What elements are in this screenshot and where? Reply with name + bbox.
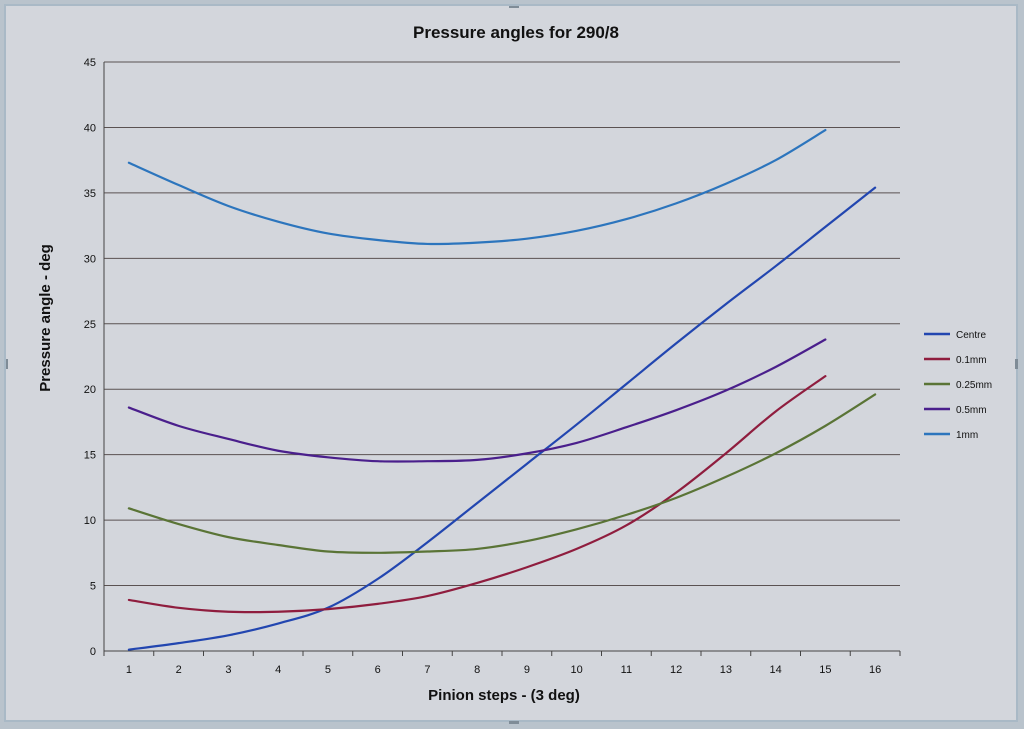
- legend-label-0-5mm: 0.5mm: [956, 405, 987, 416]
- x-tick-label: 14: [770, 664, 782, 676]
- right-resize-handle[interactable]: [1015, 359, 1018, 369]
- legend: Centre 0.1mm 0.25mm 0.5mm 1mm: [924, 330, 992, 441]
- y-tick-label: 15: [84, 450, 96, 462]
- x-tick-label: 2: [176, 664, 182, 676]
- chart-frame: Pressure angles for 290/8 0 5 10 15 20 25 30 35…: [4, 4, 1018, 724]
- x-tick-label: 5: [325, 664, 331, 676]
- series-line-centre: [127, 186, 877, 651]
- x-tick-label: 11: [621, 664, 632, 676]
- series-lines: [127, 128, 877, 651]
- gridlines: [104, 61, 900, 587]
- y-axis-title: Pressure angle - deg: [37, 244, 54, 392]
- y-tick-label: 40: [84, 122, 96, 134]
- x-tick-label: 10: [571, 664, 583, 676]
- x-tick-label: 9: [524, 664, 530, 676]
- x-tick-label: 1: [126, 664, 132, 676]
- legend-label-0-1mm: 0.1mm: [956, 355, 987, 366]
- legend-label-centre: Centre: [956, 330, 986, 341]
- left-resize-handle[interactable]: [6, 359, 8, 369]
- bottom-resize-handle[interactable]: [509, 721, 519, 724]
- y-tick-label: 30: [84, 253, 96, 265]
- y-tick-label: 20: [84, 384, 96, 396]
- legend-label-0-25mm: 0.25mm: [956, 380, 992, 391]
- series-line-0-25mm: [127, 393, 877, 554]
- x-tick-label: 4: [275, 664, 281, 676]
- y-tick-label: 45: [84, 57, 96, 69]
- chart-title: Pressure angles for 290/8: [413, 23, 619, 42]
- y-tick-label: 35: [84, 188, 96, 200]
- line-chart: Pressure angles for 290/8 05101520253035…: [6, 6, 1018, 724]
- y-tick-label: 25: [84, 319, 96, 331]
- legend-label-1mm: 1mm: [956, 430, 978, 441]
- x-tick-label: 12: [670, 664, 682, 676]
- series-line-0-5mm: [127, 338, 827, 463]
- x-tick-label: 7: [424, 664, 430, 676]
- y-tick-label: 10: [84, 515, 96, 527]
- y-tick-label: 0: [90, 646, 96, 658]
- x-axis-title: Pinion steps - (3 deg): [428, 687, 580, 704]
- x-tick-label: 3: [225, 664, 231, 676]
- top-resize-handle[interactable]: [509, 6, 519, 8]
- series-line-0-1mm: [127, 375, 827, 614]
- series-line-1mm: [127, 128, 827, 246]
- y-tick-label: 5: [90, 581, 96, 593]
- x-tick-label: 16: [869, 664, 881, 676]
- x-tick-label: 8: [474, 664, 480, 676]
- x-tick-label: 15: [819, 664, 831, 676]
- x-tick-label: 6: [375, 664, 381, 676]
- x-tick-label: 13: [720, 664, 732, 676]
